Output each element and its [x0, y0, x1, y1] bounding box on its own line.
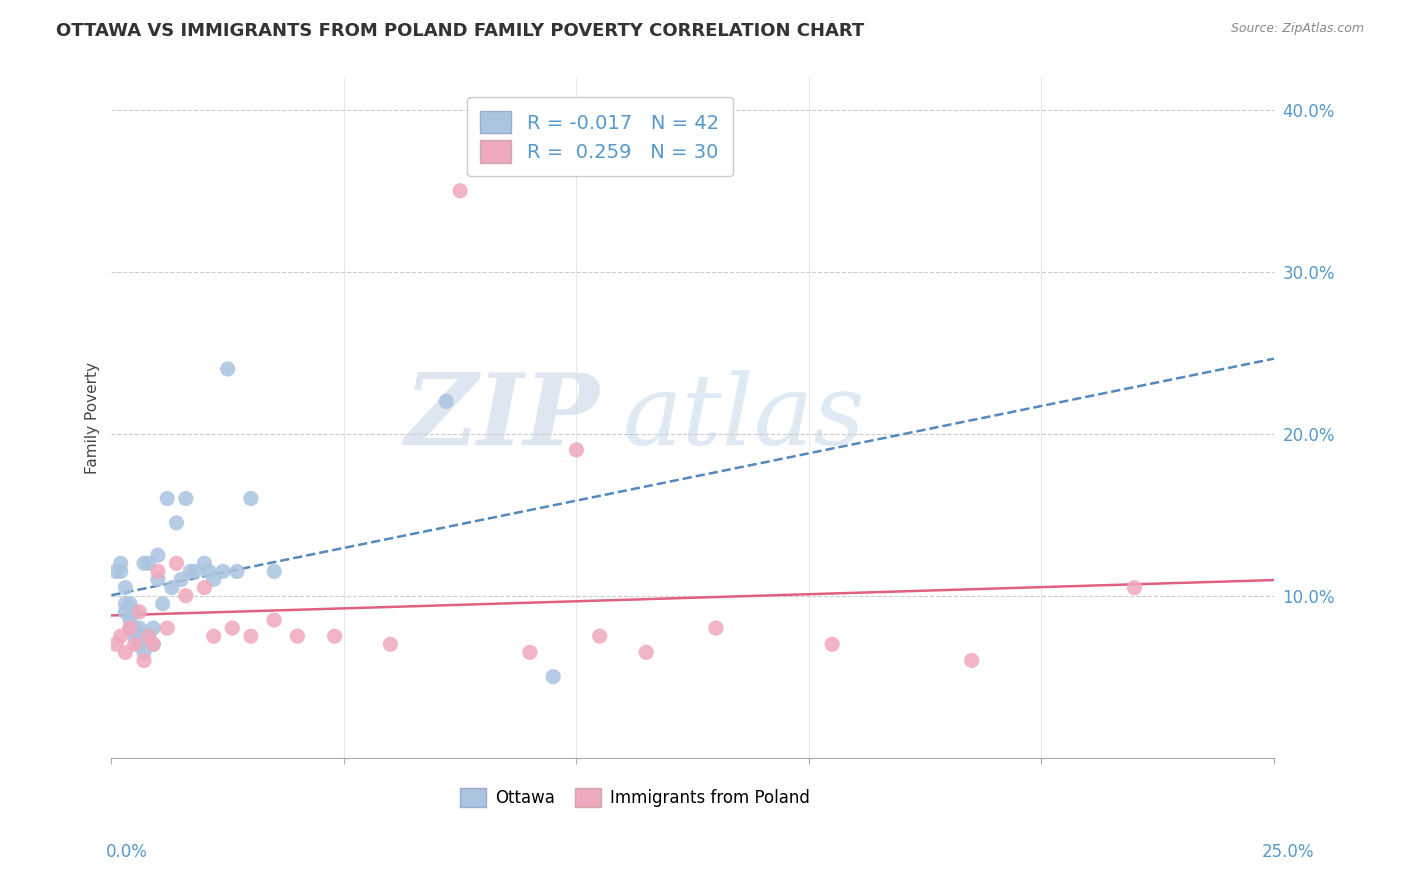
Point — [132, 629, 155, 643]
Point — [565, 442, 588, 457]
Point — [152, 597, 174, 611]
Point — [128, 629, 150, 643]
Point — [110, 557, 132, 571]
Point — [212, 565, 235, 579]
Point — [263, 613, 285, 627]
Text: Source: ZipAtlas.com: Source: ZipAtlas.com — [1230, 22, 1364, 36]
Point — [138, 629, 160, 643]
Point — [138, 557, 160, 571]
Point — [202, 573, 225, 587]
Point — [118, 621, 141, 635]
Point — [821, 637, 844, 651]
Point — [146, 573, 169, 587]
Point — [160, 581, 183, 595]
Point — [114, 597, 136, 611]
Point — [449, 184, 471, 198]
Point — [142, 637, 165, 651]
Point — [146, 565, 169, 579]
Text: ZIP: ZIP — [405, 369, 600, 466]
Point — [166, 516, 188, 530]
Point — [110, 629, 132, 643]
Point — [105, 637, 128, 651]
Point — [323, 629, 346, 643]
Legend: Ottawa, Immigrants from Poland: Ottawa, Immigrants from Poland — [453, 781, 815, 814]
Text: 25.0%: 25.0% — [1263, 843, 1315, 861]
Point — [110, 565, 132, 579]
Point — [198, 565, 221, 579]
Point — [128, 637, 150, 651]
Point — [239, 491, 262, 506]
Point — [541, 670, 564, 684]
Point — [138, 629, 160, 643]
Point — [184, 565, 207, 579]
Point — [132, 645, 155, 659]
Point — [128, 605, 150, 619]
Point — [146, 548, 169, 562]
Point — [217, 362, 239, 376]
Y-axis label: Family Poverty: Family Poverty — [86, 361, 100, 474]
Point — [124, 629, 146, 643]
Point — [128, 621, 150, 635]
Point — [156, 621, 179, 635]
Point — [118, 597, 141, 611]
Point — [170, 573, 193, 587]
Point — [239, 629, 262, 643]
Point — [179, 565, 201, 579]
Point — [124, 637, 146, 651]
Point — [118, 613, 141, 627]
Point — [589, 629, 612, 643]
Point — [105, 565, 128, 579]
Point — [1123, 581, 1146, 595]
Point — [202, 629, 225, 643]
Point — [124, 621, 146, 635]
Point — [174, 589, 197, 603]
Point — [114, 581, 136, 595]
Point — [704, 621, 727, 635]
Point — [287, 629, 309, 643]
Point — [519, 645, 541, 659]
Point — [124, 605, 146, 619]
Point — [174, 491, 197, 506]
Point — [263, 565, 285, 579]
Text: 0.0%: 0.0% — [105, 843, 148, 861]
Point — [142, 621, 165, 635]
Point — [221, 621, 243, 635]
Point — [132, 653, 155, 667]
Text: OTTAWA VS IMMIGRANTS FROM POLAND FAMILY POVERTY CORRELATION CHART: OTTAWA VS IMMIGRANTS FROM POLAND FAMILY … — [56, 22, 865, 40]
Point — [380, 637, 402, 651]
Point — [156, 491, 179, 506]
Point — [636, 645, 658, 659]
Point — [118, 621, 141, 635]
Point — [193, 581, 215, 595]
Point — [142, 637, 165, 651]
Text: atlas: atlas — [623, 370, 866, 466]
Point — [434, 394, 457, 409]
Point — [193, 557, 215, 571]
Point — [226, 565, 249, 579]
Point — [166, 557, 188, 571]
Point — [114, 605, 136, 619]
Point — [114, 645, 136, 659]
Point — [132, 557, 155, 571]
Point — [960, 653, 983, 667]
